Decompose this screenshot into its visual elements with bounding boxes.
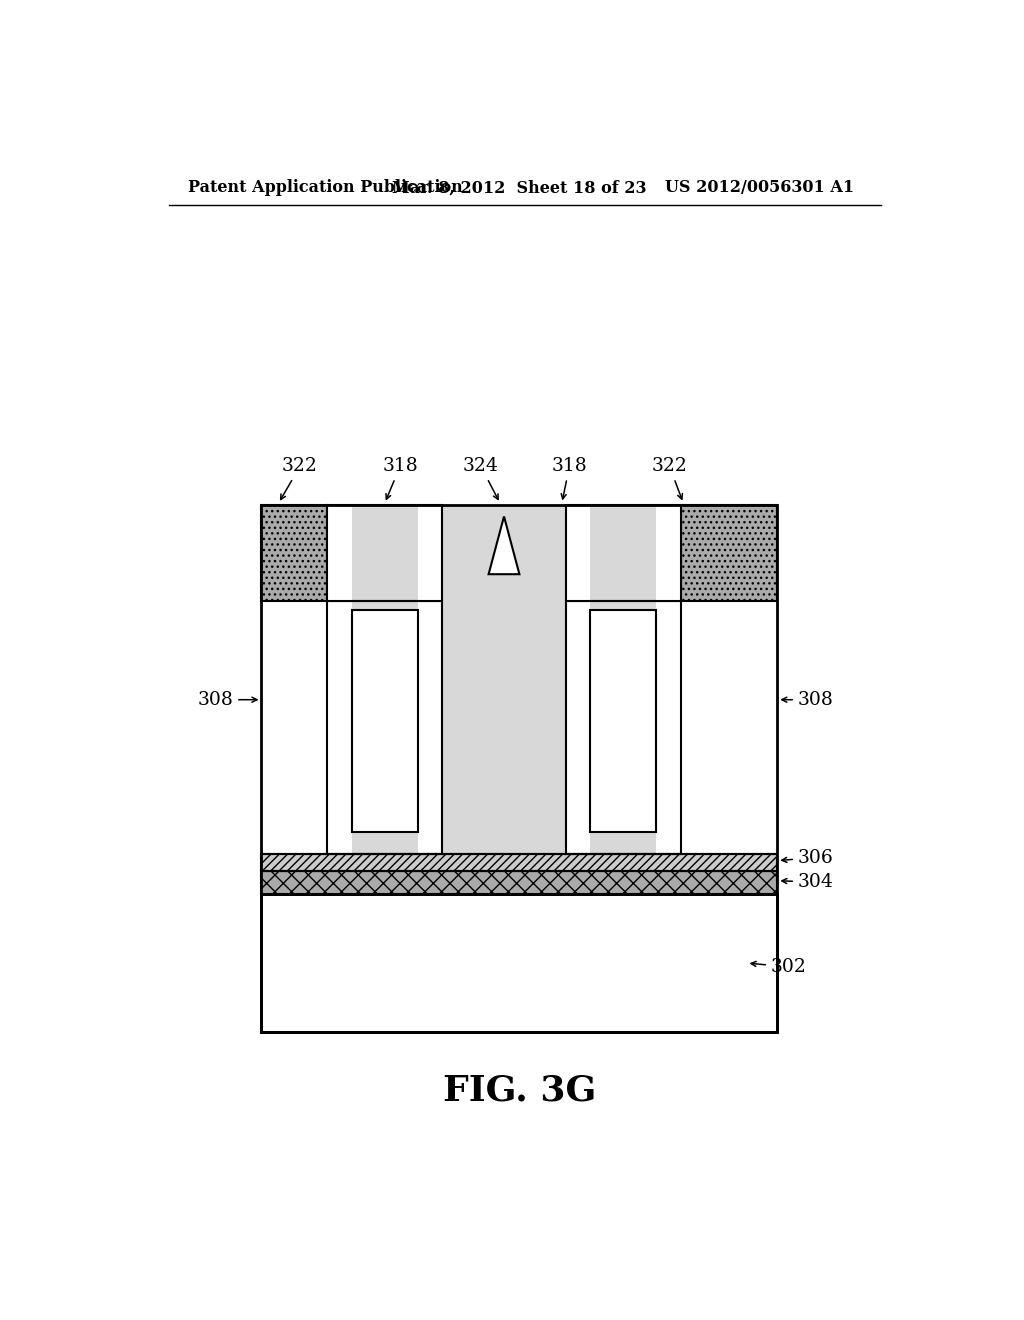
Bar (418, 506, 442, 601)
Bar (261, 871, 777, 894)
Bar (351, 610, 418, 832)
Bar (261, 506, 327, 601)
Bar (327, 506, 681, 601)
Text: 318: 318 (382, 458, 418, 499)
Bar (565, 601, 590, 854)
Bar (565, 506, 681, 601)
Bar (327, 601, 681, 854)
Bar (656, 601, 681, 854)
Bar (590, 610, 656, 832)
Bar (656, 506, 681, 601)
Text: 302: 302 (751, 958, 807, 975)
Bar (681, 506, 777, 601)
Bar (565, 601, 681, 854)
Text: FIG. 3G: FIG. 3G (442, 1073, 596, 1107)
Bar (261, 854, 777, 871)
Text: Patent Application Publication: Patent Application Publication (188, 180, 463, 197)
Bar (261, 894, 777, 1032)
Bar (261, 506, 777, 854)
Text: 324: 324 (463, 458, 499, 499)
Bar (261, 506, 777, 601)
Text: 322: 322 (651, 458, 687, 499)
Text: 306: 306 (782, 849, 834, 866)
Text: US 2012/0056301 A1: US 2012/0056301 A1 (666, 180, 854, 197)
Bar (327, 506, 442, 601)
Polygon shape (488, 516, 519, 574)
Text: 308: 308 (198, 690, 257, 709)
Bar (565, 506, 590, 601)
Text: Mar. 8, 2012  Sheet 18 of 23: Mar. 8, 2012 Sheet 18 of 23 (392, 180, 647, 197)
Bar (327, 601, 351, 854)
Text: 308: 308 (782, 690, 834, 709)
Bar (327, 506, 351, 601)
Text: 322: 322 (281, 458, 317, 499)
Bar (327, 601, 442, 854)
Bar (418, 601, 442, 854)
Bar (681, 506, 777, 854)
Bar (261, 506, 327, 854)
Bar (261, 894, 777, 1032)
Bar (261, 506, 777, 894)
Text: 318: 318 (552, 458, 588, 499)
Text: 304: 304 (782, 874, 834, 891)
